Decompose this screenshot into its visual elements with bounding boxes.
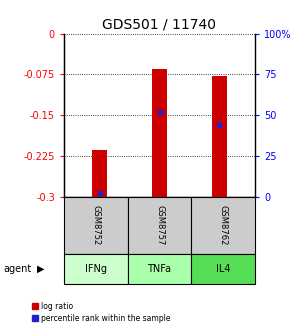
Text: IFNg: IFNg [85,264,107,274]
Text: TNFa: TNFa [148,264,171,274]
Text: IL4: IL4 [216,264,231,274]
Text: GSM8752: GSM8752 [91,205,100,245]
Title: GDS501 / 11740: GDS501 / 11740 [102,17,217,31]
Legend: log ratio, percentile rank within the sample: log ratio, percentile rank within the sa… [33,302,171,323]
Bar [152,69,167,197]
Text: ▶: ▶ [37,264,45,274]
Text: agent: agent [3,264,31,274]
Bar [212,76,227,197]
Text: GSM8762: GSM8762 [219,205,228,245]
Text: GSM8757: GSM8757 [155,205,164,245]
Bar [92,151,107,197]
